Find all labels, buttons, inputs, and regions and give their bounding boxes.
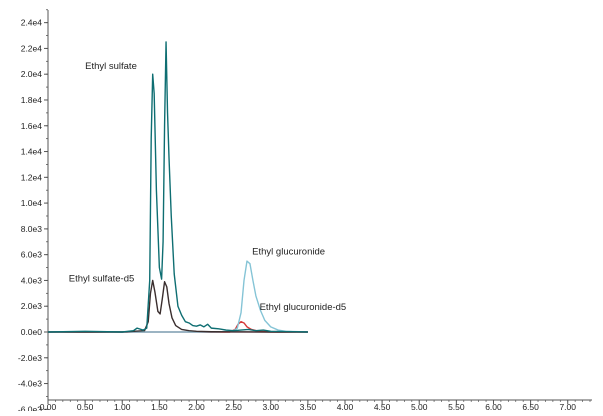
- x-tick-label: 0.00: [40, 402, 57, 411]
- y-tick-label: -4.0e3: [18, 379, 42, 389]
- y-tick-label: 0.0e0: [21, 327, 43, 337]
- series-line: [48, 279, 308, 333]
- x-tick-label: 5.50: [448, 402, 465, 411]
- peak-annotation: Ethyl glucuronide-d5: [260, 302, 347, 313]
- x-tick-label: 5.00: [411, 402, 428, 411]
- peak-annotation: Ethyl sulfate: [85, 61, 137, 72]
- y-tick-label: 2.4e4: [21, 18, 43, 28]
- y-tick-label: 1.0e4: [21, 198, 43, 208]
- x-tick-label: 4.00: [337, 402, 354, 411]
- x-tick-label: 0.50: [77, 402, 94, 411]
- series-layer: [47, 41, 308, 333]
- y-tick-label: 8.0e3: [21, 224, 43, 234]
- x-tick-label: 4.50: [374, 402, 391, 411]
- annotation-layer: Ethyl sulfate Ethyl sulfate-d5 Ethyl glucu…: [69, 61, 346, 313]
- x-tick-label: 6.00: [485, 402, 502, 411]
- x-tick-label: 3.00: [262, 402, 279, 411]
- y-tick-label: -6.0e3: [18, 404, 42, 411]
- x-tick-label: 2.50: [225, 402, 242, 411]
- y-tick-label: 2.0e4: [21, 69, 43, 79]
- y-tick-label: 2.2e4: [21, 43, 43, 53]
- y-tick-label: 6.0e3: [21, 250, 43, 260]
- y-tick-label: 4.0e3: [21, 275, 43, 285]
- series-line: [48, 260, 308, 333]
- x-tick-label: 1.00: [114, 402, 131, 411]
- x-tick-label: 6.50: [522, 402, 539, 411]
- x-tick-label: 2.00: [188, 402, 205, 411]
- x-tick-label: 3.50: [300, 402, 317, 411]
- y-tick-label: 2.0e3: [21, 301, 43, 311]
- y-tick-label: 1.2e4: [21, 172, 43, 182]
- x-tick-label: 1.50: [151, 402, 168, 411]
- y-tick-label: 1.4e4: [21, 147, 43, 157]
- peak-annotation: Ethyl glucuronide: [252, 247, 325, 258]
- axes-layer: -6.0e3 -4.0e3 -2.0e3 0.0e0 2.0e3 4.0e3 6.0e3 8.…: [18, 9, 592, 414]
- y-tick-label: -2.0e3: [18, 353, 42, 363]
- y-tick-label: 1.8e4: [21, 95, 43, 105]
- series-line: [47, 41, 308, 333]
- y-tick-label: 1.6e4: [21, 121, 43, 131]
- x-tick-label: 7.00: [559, 402, 576, 411]
- peak-annotation: Ethyl sulfate-d5: [69, 274, 134, 285]
